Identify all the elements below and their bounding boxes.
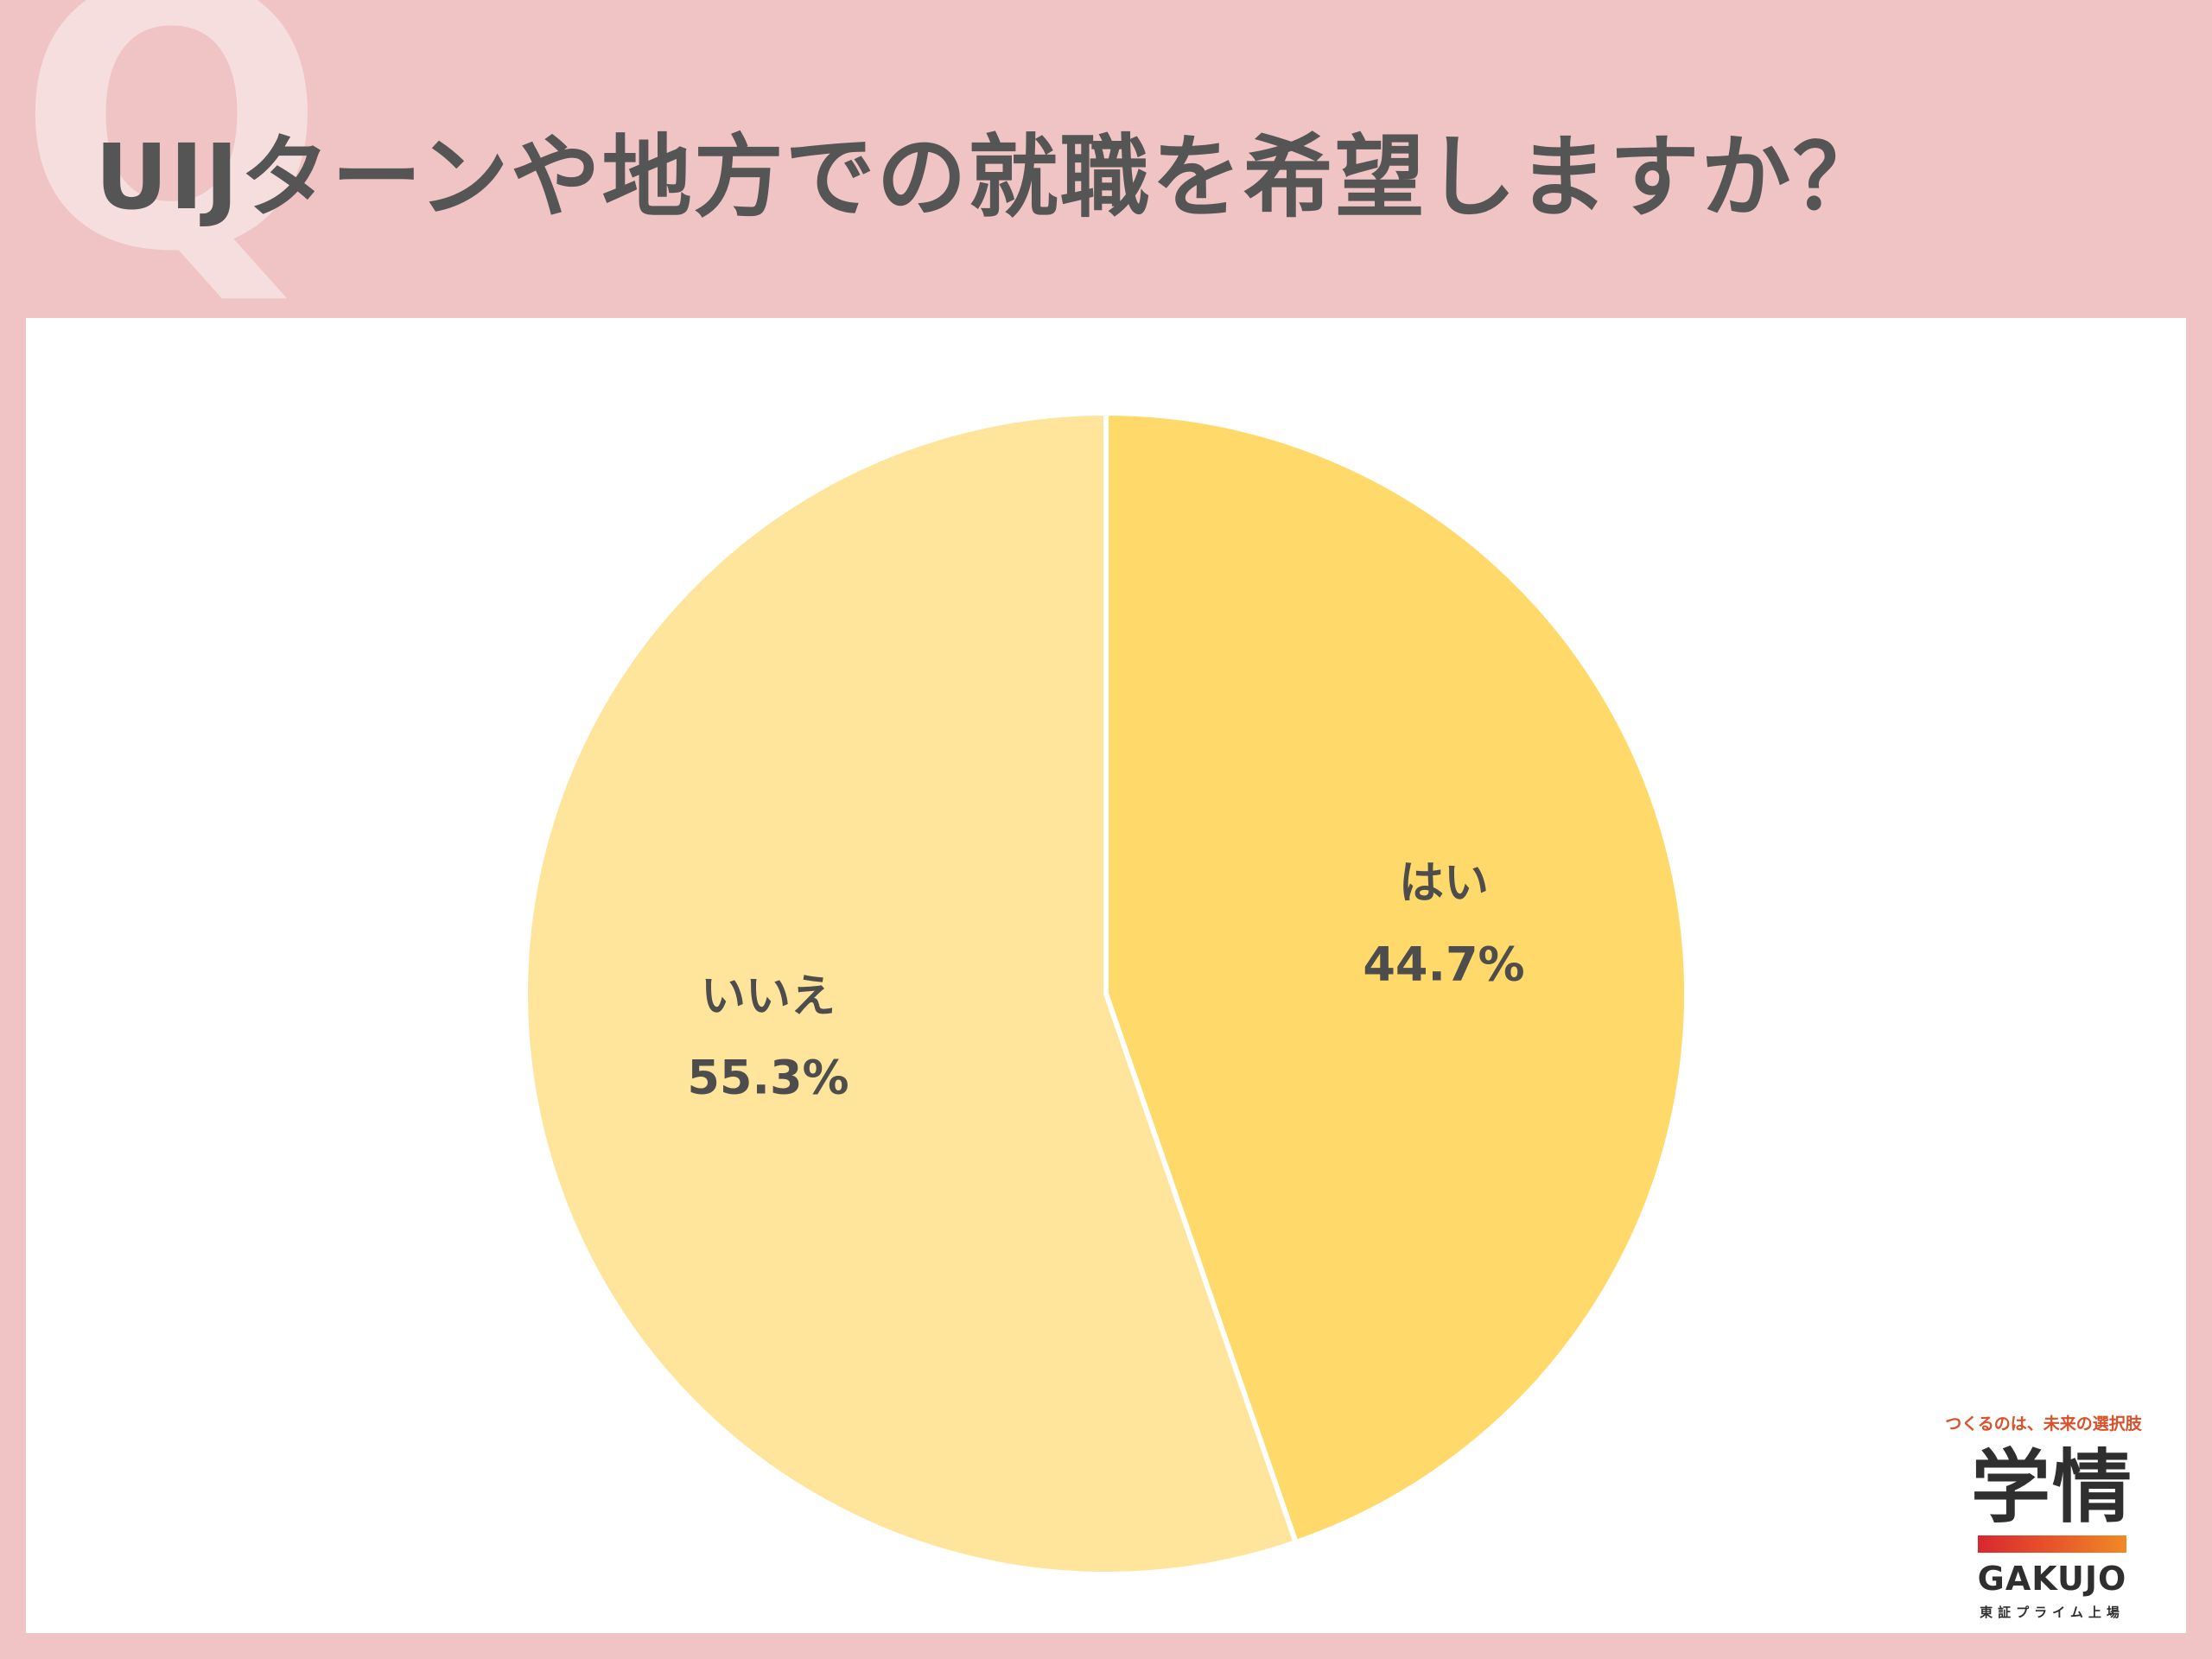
chart-panel: はい 44.7% いいえ 55.3% — [26, 318, 2186, 1633]
logo-name: GAKUJO — [1977, 1559, 2127, 1598]
slice-value-1: 55.3% — [687, 1051, 849, 1105]
logo-mark: 学情 — [1970, 1441, 2133, 1534]
slice-label-0: はい — [1399, 857, 1489, 909]
gakujo-logo: つくるのは、未来の選択肢 学情 GAKUJO 東証プライム上場 — [1945, 1411, 2156, 1621]
logo-tagline: つくるのは、未来の選択肢 — [1945, 1414, 2142, 1433]
slice-value-0: 44.7% — [1363, 937, 1524, 991]
pie-slice-0 — [1103, 410, 1689, 1546]
pie-chart: はい 44.7% いいえ 55.3% — [523, 410, 1689, 1577]
page-title: UIJターンや地方での就職を希望しますか？ — [95, 124, 1885, 230]
logo-subtext: 東証プライム上場 — [1980, 1604, 2125, 1620]
pie-slice-1 — [523, 410, 1300, 1577]
q-watermark: Q — [17, 0, 327, 332]
slice-label-1: いいえ — [701, 971, 836, 1023]
logo-bar — [1978, 1535, 2126, 1553]
